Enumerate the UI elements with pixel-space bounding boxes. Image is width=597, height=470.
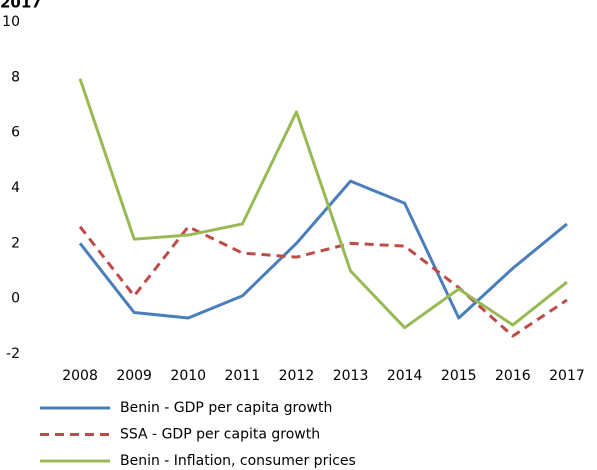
y-tick-label: 0	[11, 291, 20, 307]
x-tick-label: 2015	[441, 368, 477, 384]
series-line	[78, 78, 568, 330]
legend-label: Benin - GDP per capita growth	[120, 400, 332, 416]
y-tick-label: 2	[11, 235, 20, 251]
y-tick-label: 4	[11, 180, 20, 196]
y-tick-label: 8	[11, 69, 20, 85]
series-line	[78, 225, 568, 338]
chart-title: 2017	[0, 0, 42, 12]
y-tick-label: -2	[6, 346, 20, 362]
x-tick-label: 2011	[225, 368, 261, 384]
x-tick-label: 2016	[495, 368, 531, 384]
legend-label: Benin - Inflation, consumer prices	[120, 453, 356, 469]
y-tick-label: 6	[11, 125, 20, 141]
x-tick-label: 2012	[279, 368, 315, 384]
x-tick-label: 2009	[116, 368, 152, 384]
x-tick-label: 2013	[333, 368, 369, 384]
x-tick-label: 2010	[170, 368, 206, 384]
x-tick-label: 2008	[62, 368, 98, 384]
series-line	[78, 179, 568, 320]
y-tick-label: 10	[2, 14, 20, 30]
x-tick-label: 2017	[549, 368, 585, 384]
x-tick-label: 2014	[387, 368, 423, 384]
legend-label: SSA - GDP per capita growth	[120, 427, 320, 443]
